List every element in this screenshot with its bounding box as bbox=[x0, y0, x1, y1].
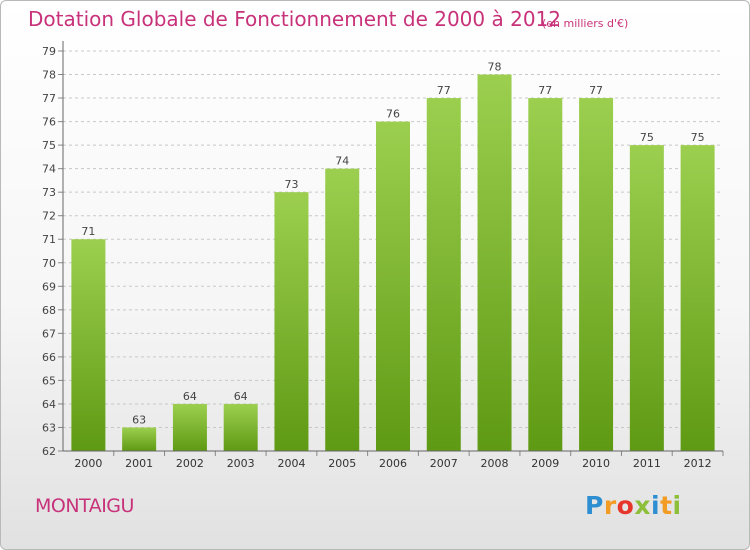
y-tick-label: 62 bbox=[42, 445, 56, 458]
y-tick-label: 78 bbox=[42, 69, 56, 82]
bar-2003 bbox=[223, 403, 258, 451]
logo-letter: t bbox=[660, 491, 673, 520]
bar-2006 bbox=[376, 121, 410, 452]
bar-2009 bbox=[528, 98, 563, 451]
x-tick-label: 2007 bbox=[430, 457, 458, 470]
x-tick-label: 2001 bbox=[125, 457, 153, 470]
x-tick-label: 2009 bbox=[531, 457, 559, 470]
y-tick-label: 70 bbox=[42, 257, 56, 270]
bar-2011 bbox=[629, 145, 664, 451]
proxiti-logo: Proxiti bbox=[585, 491, 682, 520]
bar-value-label: 71 bbox=[81, 225, 95, 238]
bar-value-label: 75 bbox=[640, 131, 654, 144]
y-tick-label: 72 bbox=[42, 210, 56, 223]
x-tick-label: 2006 bbox=[379, 457, 407, 470]
logo-letter: r bbox=[603, 491, 617, 520]
bar-value-label: 64 bbox=[234, 390, 248, 403]
x-tick-label: 2008 bbox=[481, 457, 509, 470]
bars: 71 63 64 64 73 74 76 77 78 77 77 75 75 bbox=[71, 61, 715, 452]
x-tick-label: 2011 bbox=[633, 457, 661, 470]
logo-letter: i bbox=[651, 491, 661, 520]
y-tick-label: 68 bbox=[42, 304, 56, 317]
place-name: MONTAIGU bbox=[35, 495, 134, 517]
bar-value-label: 77 bbox=[437, 84, 451, 97]
y-tick-label: 76 bbox=[42, 116, 56, 129]
chart-title: Dotation Globale de Fonctionnement de 20… bbox=[28, 7, 561, 31]
y-tick-label: 66 bbox=[42, 351, 56, 364]
logo-letter: o bbox=[616, 491, 635, 520]
bar-value-label: 76 bbox=[386, 108, 400, 121]
bar-value-label: 77 bbox=[538, 84, 552, 97]
x-tick-label: 2002 bbox=[176, 457, 204, 470]
bar-2010 bbox=[579, 98, 614, 451]
axes: 62 63 64 65 66 67 68 69 70 71 72 73 74 75 76 77 78 79 2000… bbox=[42, 41, 724, 470]
bar-2002 bbox=[172, 403, 207, 451]
bar-value-label: 63 bbox=[132, 413, 146, 426]
x-tick-label: 2005 bbox=[328, 457, 356, 470]
x-tick-label: 2000 bbox=[74, 457, 102, 470]
x-tick-label: 2010 bbox=[582, 457, 610, 470]
y-tick-label: 65 bbox=[42, 374, 56, 387]
x-tick-label: 2004 bbox=[277, 457, 305, 470]
bar-value-label: 77 bbox=[589, 84, 603, 97]
y-tick-label: 69 bbox=[42, 280, 56, 293]
bar-value-label: 74 bbox=[335, 155, 349, 168]
bar-value-label: 73 bbox=[284, 178, 298, 191]
bar-2001 bbox=[122, 427, 157, 451]
y-tick-label: 64 bbox=[42, 398, 56, 411]
bar-2007 bbox=[426, 98, 461, 451]
y-tick-label: 67 bbox=[42, 327, 56, 340]
bar-2000 bbox=[71, 239, 106, 451]
logo-letter: x bbox=[634, 491, 651, 520]
logo-letter: P bbox=[585, 491, 604, 520]
bar-value-label: 64 bbox=[183, 390, 197, 403]
y-tick-label: 75 bbox=[42, 139, 56, 152]
y-tick-label: 63 bbox=[42, 421, 56, 434]
bar-value-label: 75 bbox=[691, 131, 705, 144]
bar-2005 bbox=[325, 168, 360, 451]
y-tick-label: 71 bbox=[42, 233, 56, 246]
x-tick-label: 2003 bbox=[227, 457, 255, 470]
bar-value-label: 78 bbox=[488, 61, 502, 74]
bar-2008 bbox=[477, 74, 512, 451]
logo-letter: i bbox=[672, 491, 682, 520]
y-tick-label: 74 bbox=[42, 163, 56, 176]
y-tick-label: 73 bbox=[42, 186, 56, 199]
y-tick-label: 77 bbox=[42, 92, 56, 105]
bar-2012 bbox=[680, 145, 715, 451]
bar-2004 bbox=[274, 192, 309, 452]
y-tick-label: 79 bbox=[42, 45, 56, 58]
unit-note: (en milliers d'€) bbox=[542, 17, 629, 30]
x-tick-label: 2012 bbox=[684, 457, 712, 470]
